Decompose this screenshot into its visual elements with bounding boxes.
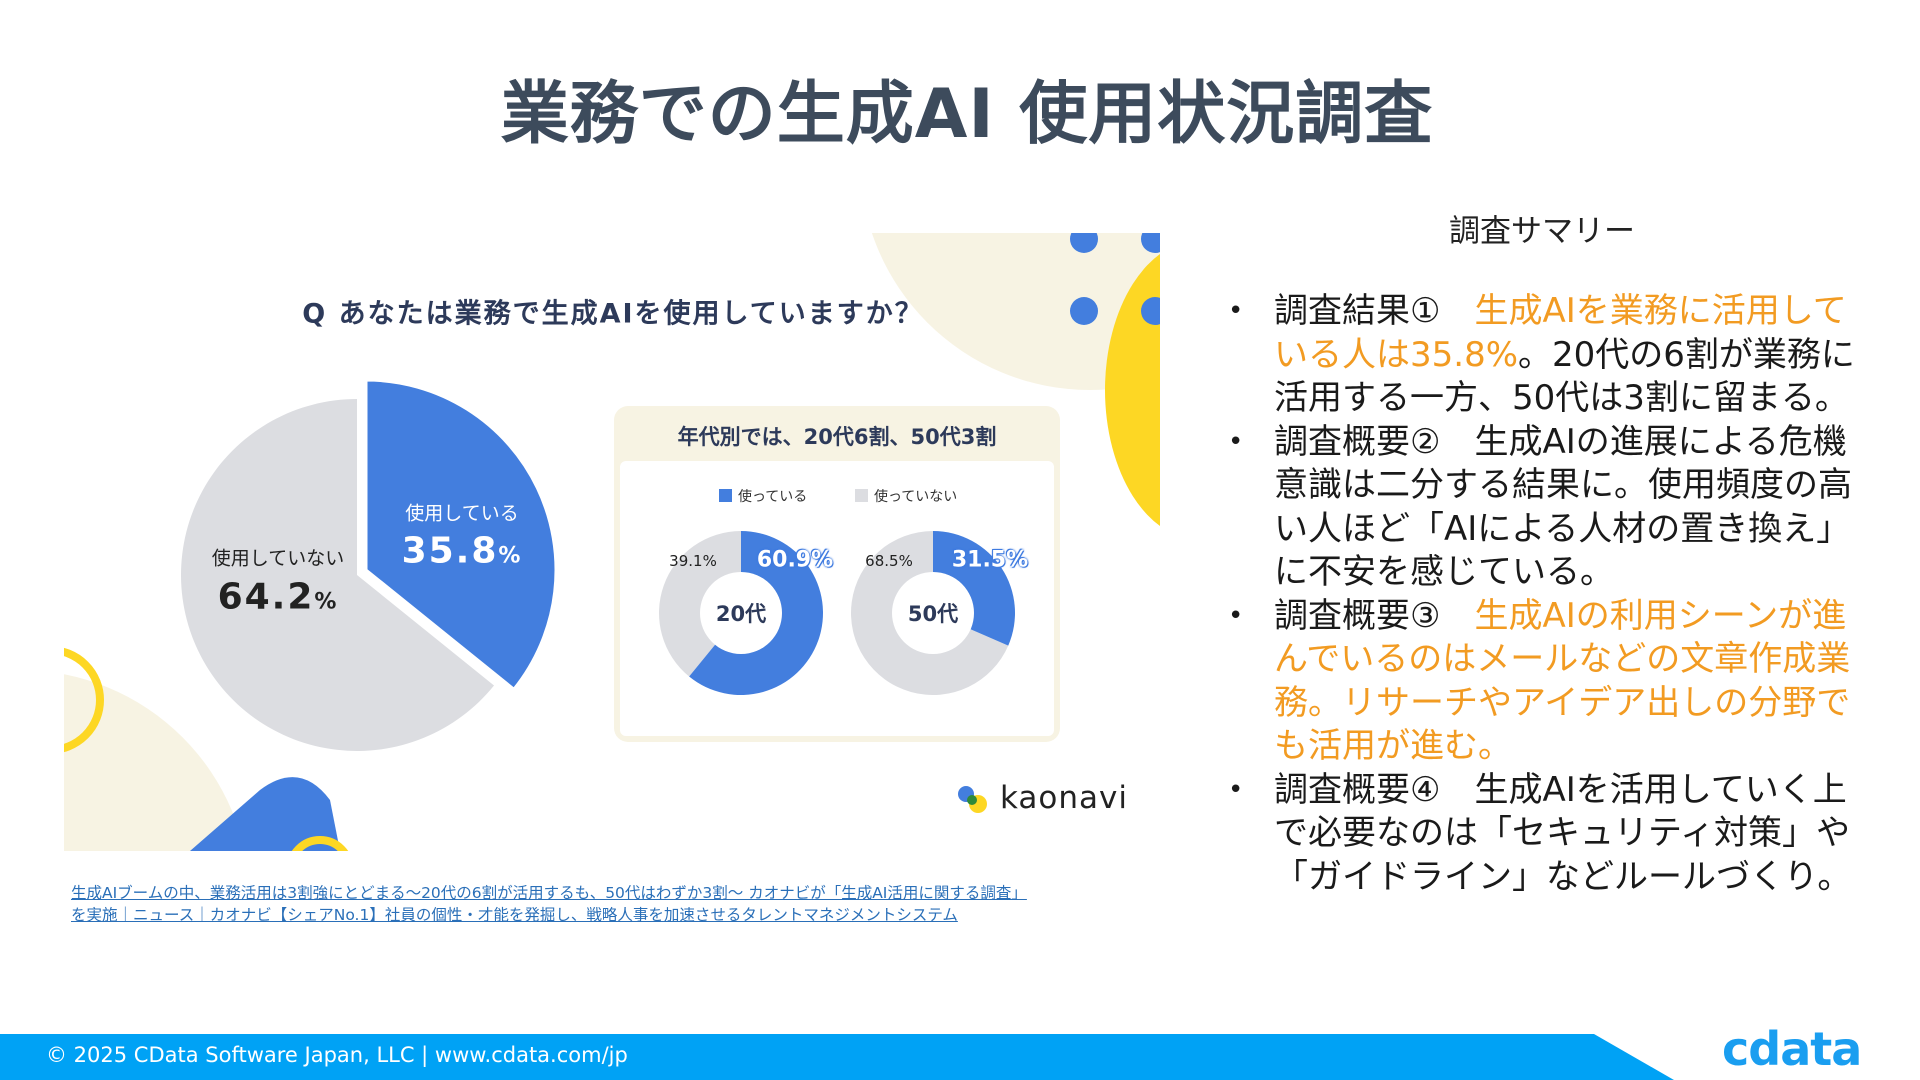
pct-sign: %: [314, 589, 339, 615]
bullet: •: [1228, 296, 1244, 326]
legend-used: 使っている: [738, 489, 808, 505]
pie-slice-not-used: [181, 399, 495, 751]
bullet: •: [1228, 600, 1244, 631]
summary-title: 調査サマリー: [1449, 213, 1635, 250]
legend-not-used: 使っていない: [874, 489, 958, 505]
decor-cream-circle: [871, 233, 1160, 390]
decor-yellow-ring: [291, 836, 349, 851]
summary-list: • 調査結果① 生成AIを業務に活用している人は35.8%。20代の6割が業務に活…: [1228, 290, 1858, 899]
donut-20s-used: 60.9%: [756, 547, 834, 573]
donut-20s-label: 20代: [715, 602, 767, 626]
item-prefix: 調査概要④: [1274, 769, 1475, 810]
donut-slice-not-used: [659, 531, 741, 677]
bullet: •: [1228, 426, 1244, 457]
summary-item: • 調査概要③ 生成AIの利用シーンが進んでいるのはメールなどの文章作成業務。リサ…: [1228, 595, 1858, 769]
used-number: 35.8: [401, 530, 499, 572]
pct-sign: %: [498, 543, 523, 569]
summary-item: • 調査概要④ 生成AIを活用していく上で必要なのは「セキュリティ対策」や「ガイド…: [1228, 769, 1858, 900]
source-link[interactable]: 生成AIブームの中、業務活用は3割強にとどまる～20代の6割が活用するも、50代…: [71, 884, 1027, 924]
item-text: 。20代の6割が業務に活用する一方、50代は3割に留まる。: [1274, 334, 1855, 419]
item-highlight: 生成AIの利用シーンが進んでいるのはメールなどの文章作成業務。リサーチやアイデア…: [1274, 595, 1851, 767]
decor-blue-dot: [1141, 233, 1160, 253]
footer-bar: [0, 1034, 1674, 1080]
decor-blue-shape: [190, 777, 340, 851]
not-used-number: 64.2: [217, 576, 315, 618]
item-prefix: 調査概要②: [1274, 421, 1475, 462]
item-text: 生成AIの進展による危機意識は二分する結果に。使用頻度の高い人ほど「AIによる人…: [1274, 421, 1852, 593]
item-highlight: 生成AIを業務に活用している人は35.8%: [1274, 291, 1847, 375]
legend-swatch-used: [719, 489, 732, 502]
not-used-label: 使用していない: [211, 547, 345, 570]
donut-50s-used: 31.5%: [951, 547, 1029, 573]
donut-20s-not-used: 39.1%: [669, 552, 717, 570]
cdata-logo: cdata: [1722, 1022, 1862, 1076]
age-box-title: 年代別では、20代6割、50代3割: [677, 425, 997, 449]
used-value: 35.8%: [402, 531, 523, 572]
item-prefix: 調査概要③: [1274, 595, 1475, 636]
decor-blue-dot: [1070, 233, 1098, 253]
pie-slice-used: [364, 378, 558, 692]
summary-item: • 調査概要② 生成AIの進展による危機意識は二分する結果に。使用頻度の高い人ほど…: [1228, 421, 1858, 595]
decor-cream-circle: [64, 674, 245, 851]
bullet: •: [1228, 774, 1244, 805]
age-donut-charts: [659, 531, 1015, 695]
summary-item: • 調査結果① 生成AIを業務に活用している人は35.8%。20代の6割が業務に活…: [1228, 290, 1858, 421]
donut-hole: [892, 572, 974, 654]
item-text: 生成AIを活用していく上で必要なのは「セキュリティ対策」や「ガイドライン」などル…: [1274, 769, 1852, 897]
decor-blue-dot: [1141, 297, 1160, 325]
kaonavi-logo: kaonavi: [1000, 780, 1128, 816]
donut-hole: [700, 572, 782, 654]
decor-yellow-shape: [1105, 253, 1160, 527]
legend-swatch-not-used: [855, 489, 868, 502]
donut-50s-label: 50代: [907, 602, 959, 626]
decor-yellow-ring: [64, 647, 104, 753]
overall-pie-chart: [181, 378, 558, 751]
not-used-value: 64.2%: [218, 577, 339, 618]
item-prefix: 調査結果①: [1274, 291, 1475, 331]
question-heading: Q あなたは業務で生成AIを使用していますか？: [302, 298, 924, 330]
donut-50s-not-used: 68.5%: [865, 552, 913, 570]
decor-blue-dot: [1070, 297, 1098, 325]
footer-copyright: © 2025 CData Software Japan, LLC | www.c…: [46, 1043, 628, 1067]
kaonavi-logo-icon: [958, 786, 987, 813]
page-title: 業務での生成AI 使用状況調査: [500, 75, 1434, 154]
used-label: 使用している: [405, 502, 519, 525]
